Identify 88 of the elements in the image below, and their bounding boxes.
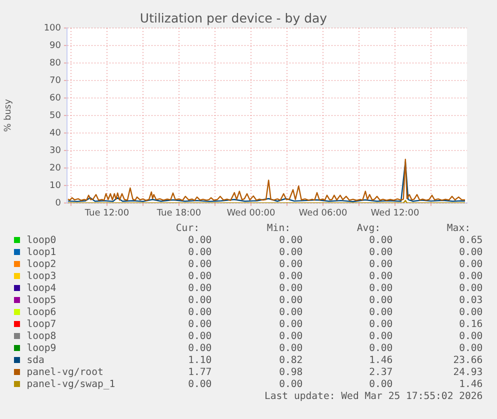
text: 0.00 xyxy=(279,343,303,356)
legend-label: panel-vg/swap_1 xyxy=(26,379,116,392)
y-tick-label: 90 xyxy=(50,40,62,51)
y-tick-label: 100 xyxy=(44,23,62,34)
text: Avg: xyxy=(356,223,380,236)
y-axis-title: % busy xyxy=(4,98,14,132)
text: 0.00 xyxy=(369,331,393,344)
text: Cur: xyxy=(176,223,200,236)
y-tick-label: 50 xyxy=(50,110,62,121)
text: 24.93 xyxy=(453,367,483,380)
legend-label: loop3 xyxy=(26,271,56,284)
x-tick-label: Tue 18:00 xyxy=(156,208,202,219)
text: 0.00 xyxy=(459,259,483,272)
text: 0.00 xyxy=(279,259,303,272)
text: 0.00 xyxy=(188,307,212,320)
text: 0.00 xyxy=(279,235,303,248)
text: 0.00 xyxy=(369,259,393,272)
text: Max: xyxy=(446,223,470,236)
text: 0.00 xyxy=(188,259,212,272)
text: 0.00 xyxy=(279,271,303,284)
text: 1.10 xyxy=(188,355,212,368)
text: 0.00 xyxy=(188,271,212,284)
chart-title: Utilization per device - by day xyxy=(140,10,328,26)
text: 0.00 xyxy=(459,247,483,260)
text: 0.00 xyxy=(188,283,212,296)
x-tick-label: Wed 12:00 xyxy=(370,208,420,219)
y-tick-label: 60 xyxy=(50,93,62,104)
text: 1.77 xyxy=(188,367,212,380)
text: 0.00 xyxy=(459,307,483,320)
legend-label: loop4 xyxy=(26,283,56,296)
text: 0.00 xyxy=(279,295,303,308)
text: 0.00 xyxy=(459,283,483,296)
legend-label: loop6 xyxy=(26,307,56,320)
text: 0.00 xyxy=(188,343,212,356)
text: 0.00 xyxy=(369,235,393,248)
text: 0.00 xyxy=(369,271,393,284)
y-tick-label: 30 xyxy=(50,146,62,156)
text: 0.00 xyxy=(369,379,393,392)
text: 0.00 xyxy=(459,343,483,356)
x-tick-label: Wed 00:00 xyxy=(226,208,276,219)
text: 0.82 xyxy=(279,355,303,368)
text: 2.37 xyxy=(369,367,393,380)
text: 0.00 xyxy=(188,235,212,248)
legend-label: sda xyxy=(26,355,44,368)
text: Last update: Wed Mar 25 17:55:02 2026 xyxy=(264,391,483,404)
text: 0.00 xyxy=(188,319,212,332)
text: 0.98 xyxy=(279,367,303,380)
y-tick-label: 40 xyxy=(50,128,62,138)
text: 0.00 xyxy=(279,283,303,296)
text: 0.00 xyxy=(188,295,212,308)
y-tick-label: 70 xyxy=(50,76,62,86)
y-tick-label: 10 xyxy=(50,180,62,191)
legend-label: loop5 xyxy=(26,295,56,308)
legend-label: panel-vg/root xyxy=(26,367,104,380)
text: 0.00 xyxy=(369,283,393,296)
text: 0.00 xyxy=(279,307,303,320)
text: 23.66 xyxy=(453,355,483,368)
text: 0.00 xyxy=(279,379,303,392)
text: 0.00 xyxy=(369,247,393,260)
text: 0.65 xyxy=(459,235,483,248)
text: 0.00 xyxy=(188,379,212,392)
legend-label: loop7 xyxy=(26,319,56,332)
y-tick-label: 20 xyxy=(50,163,62,174)
text: 0.00 xyxy=(369,343,393,356)
text: 0.00 xyxy=(279,331,303,344)
text: 0.00 xyxy=(279,319,303,332)
legend-label: loop0 xyxy=(26,235,56,248)
y-tick-label: 0 xyxy=(55,198,62,208)
text: 0.03 xyxy=(459,295,483,308)
text: 0.00 xyxy=(369,307,393,320)
text: 0.00 xyxy=(459,271,483,284)
text: 0.00 xyxy=(188,331,212,344)
text: Min: xyxy=(266,223,290,236)
text: 0.00 xyxy=(188,247,212,260)
text: 0.00 xyxy=(369,295,393,308)
x-tick-label: Tue 12:00 xyxy=(84,208,130,219)
legend-label: loop2 xyxy=(26,259,56,272)
text: 1.46 xyxy=(459,379,483,392)
text: 0.00 xyxy=(279,247,303,260)
y-tick-label: 80 xyxy=(50,58,62,68)
legend-label: loop8 xyxy=(26,331,56,344)
text: 0.00 xyxy=(369,319,393,332)
text: 1.46 xyxy=(369,355,393,368)
x-tick-label: Wed 06:00 xyxy=(298,208,348,219)
legend-label: loop9 xyxy=(26,343,56,356)
legend-label: loop1 xyxy=(26,247,56,260)
text: 0.16 xyxy=(459,319,483,332)
text: 0.00 xyxy=(459,331,483,344)
